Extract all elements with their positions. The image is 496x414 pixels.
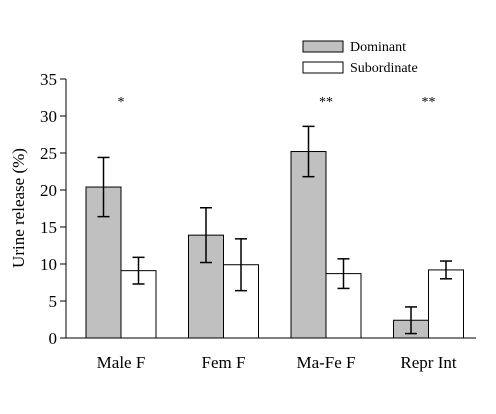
significance-annotations: * ** ** — [118, 95, 436, 110]
x-tick-label: Fem F — [202, 353, 246, 372]
y-tick-label: 30 — [40, 107, 57, 126]
legend-swatch-subordinate — [302, 61, 344, 74]
significance-marker: ** — [422, 95, 436, 110]
legend-label-subordinate: Subordinate — [350, 61, 418, 76]
y-axis-label: Urine release (%) — [9, 148, 28, 268]
bars-layer — [85, 151, 464, 339]
error-bars-layer — [97, 125, 452, 335]
y-tick-label: 35 — [40, 70, 57, 89]
legend-label-dominant: Dominant — [350, 40, 406, 55]
significance-marker: ** — [319, 95, 333, 110]
x-tick-label: Repr Int — [400, 353, 456, 372]
bar-subordinate-1 — [223, 264, 259, 339]
y-tick-label: 5 — [49, 292, 58, 311]
significance-marker: * — [118, 95, 125, 110]
y-ticks: 0 5 10 15 20 25 30 35 — [40, 70, 66, 348]
x-tick-label: Ma-Fe F — [296, 353, 355, 372]
y-tick-label: 0 — [49, 329, 58, 348]
y-tick-label: 20 — [40, 181, 57, 200]
y-tick-label: 25 — [40, 144, 57, 163]
x-tick-labels: Male F Fem F Ma-Fe F Repr Int — [97, 353, 457, 372]
y-tick-label: 10 — [40, 255, 57, 274]
bar-dominant-2 — [290, 151, 327, 339]
legend-swatch-dominant — [302, 40, 344, 53]
bar-subordinate-3 — [428, 269, 464, 339]
axes — [65, 79, 476, 339]
y-tick-label: 15 — [40, 218, 57, 237]
legend: Dominant Subordinate — [302, 40, 418, 76]
x-tick-label: Male F — [97, 353, 146, 372]
